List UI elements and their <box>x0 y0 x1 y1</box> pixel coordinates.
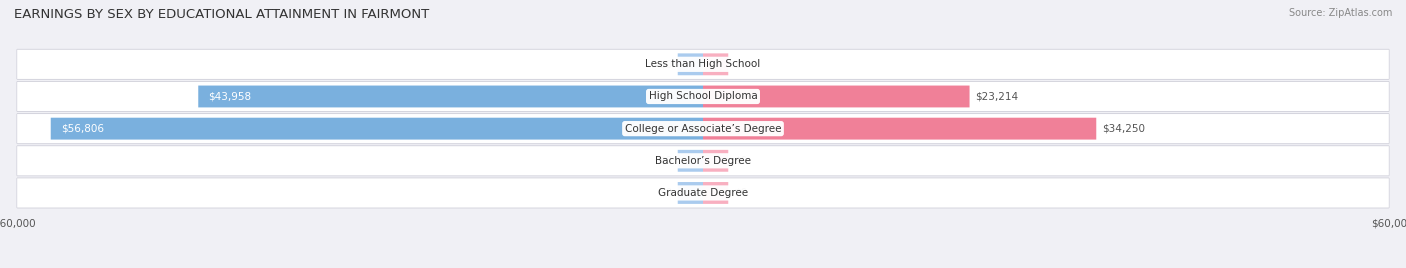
FancyBboxPatch shape <box>703 150 728 172</box>
FancyBboxPatch shape <box>17 114 1389 143</box>
FancyBboxPatch shape <box>17 82 1389 111</box>
Text: $0: $0 <box>734 59 747 69</box>
Text: $43,958: $43,958 <box>208 91 252 102</box>
Text: Bachelor’s Degree: Bachelor’s Degree <box>655 156 751 166</box>
FancyBboxPatch shape <box>17 178 1389 208</box>
FancyBboxPatch shape <box>703 53 728 75</box>
Text: EARNINGS BY SEX BY EDUCATIONAL ATTAINMENT IN FAIRMONT: EARNINGS BY SEX BY EDUCATIONAL ATTAINMEN… <box>14 8 429 21</box>
FancyBboxPatch shape <box>17 50 1389 79</box>
FancyBboxPatch shape <box>17 146 1389 176</box>
FancyBboxPatch shape <box>17 114 1389 143</box>
Text: $34,250: $34,250 <box>1102 124 1144 134</box>
FancyBboxPatch shape <box>678 53 703 75</box>
Text: $0: $0 <box>659 156 672 166</box>
FancyBboxPatch shape <box>51 118 703 140</box>
FancyBboxPatch shape <box>703 85 970 107</box>
FancyBboxPatch shape <box>198 85 703 107</box>
Text: $56,806: $56,806 <box>60 124 104 134</box>
FancyBboxPatch shape <box>17 178 1389 208</box>
FancyBboxPatch shape <box>678 182 703 204</box>
Text: $0: $0 <box>734 188 747 198</box>
Text: $0: $0 <box>659 188 672 198</box>
FancyBboxPatch shape <box>703 118 1097 140</box>
FancyBboxPatch shape <box>678 150 703 172</box>
FancyBboxPatch shape <box>17 50 1389 79</box>
Text: $0: $0 <box>659 59 672 69</box>
Text: $0: $0 <box>734 156 747 166</box>
Text: Graduate Degree: Graduate Degree <box>658 188 748 198</box>
FancyBboxPatch shape <box>17 146 1389 176</box>
FancyBboxPatch shape <box>703 182 728 204</box>
Text: Source: ZipAtlas.com: Source: ZipAtlas.com <box>1288 8 1392 18</box>
Text: College or Associate’s Degree: College or Associate’s Degree <box>624 124 782 134</box>
Text: $23,214: $23,214 <box>976 91 1018 102</box>
FancyBboxPatch shape <box>17 82 1389 111</box>
Text: Less than High School: Less than High School <box>645 59 761 69</box>
Text: High School Diploma: High School Diploma <box>648 91 758 102</box>
